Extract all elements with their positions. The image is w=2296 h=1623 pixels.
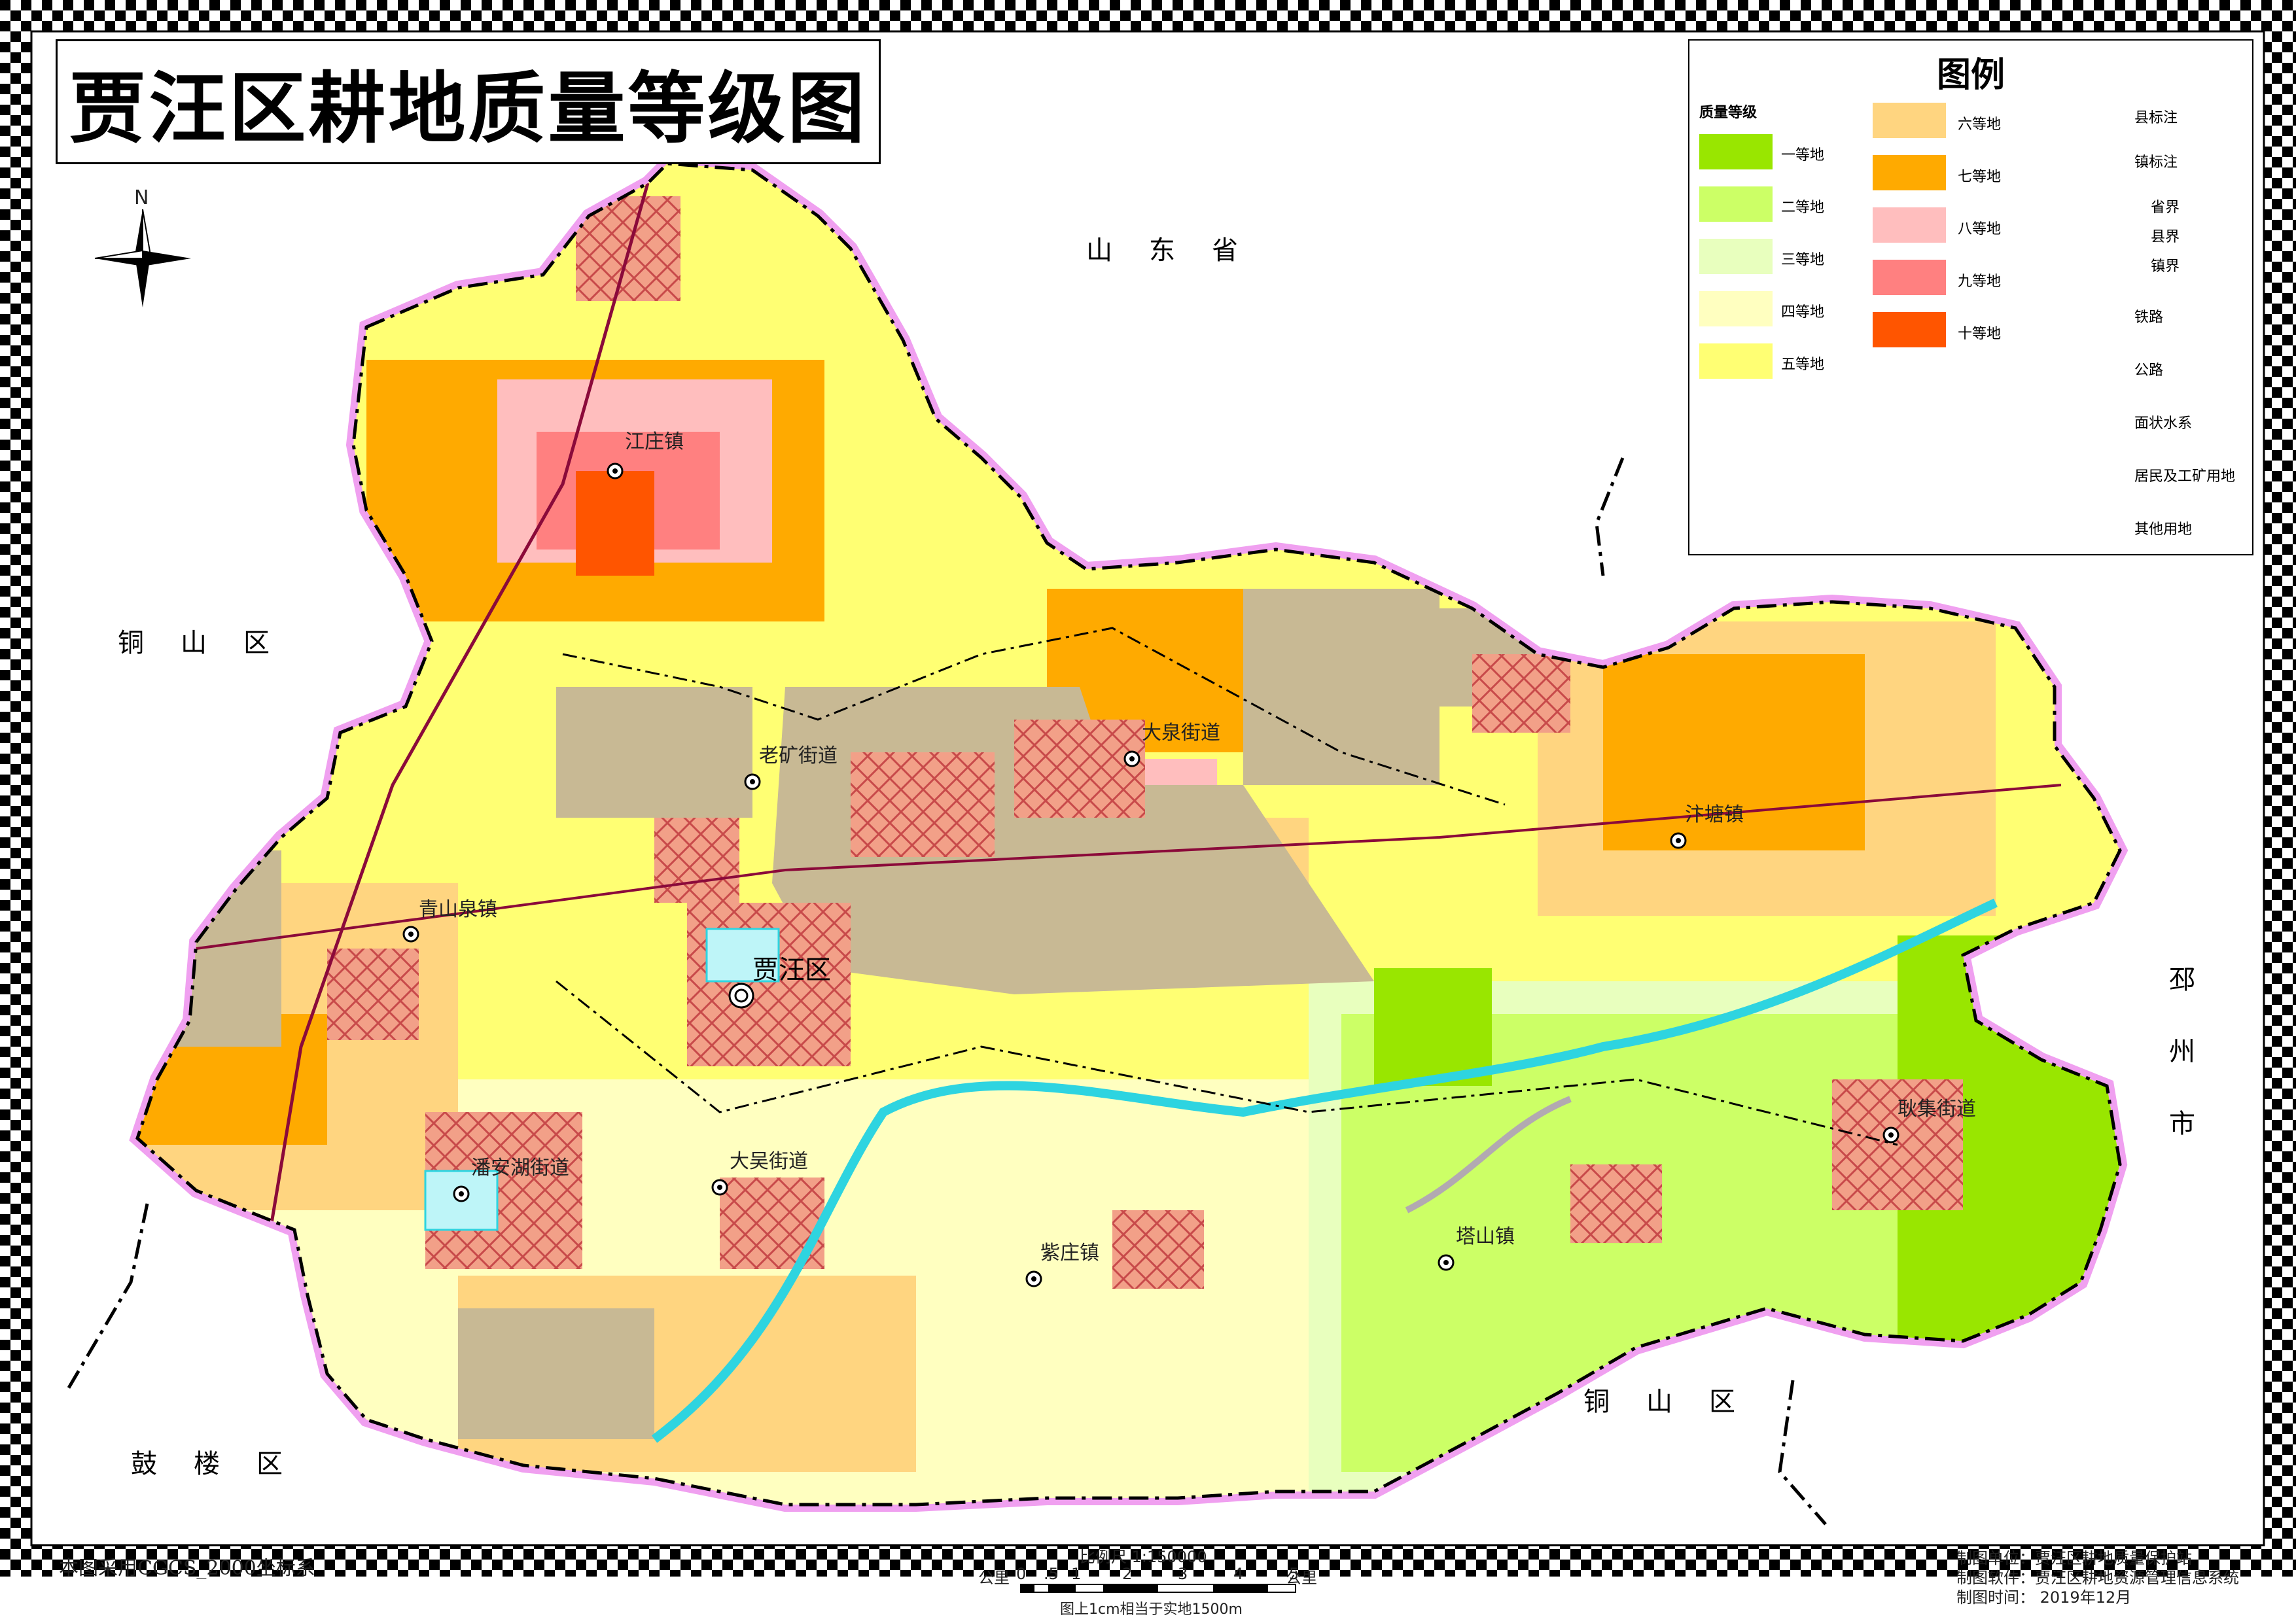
legend-label-water: 面状水系 <box>2134 415 2193 432</box>
scale-tick: 3 <box>1178 1565 1188 1583</box>
neighbor-southwest: 鼓楼区 <box>131 1449 319 1479</box>
legend-swatch-grade-3 <box>1699 239 1773 274</box>
legend-label-grade-7: 七等地 <box>1958 169 2002 185</box>
legend-swatch-grade-4 <box>1699 291 1773 326</box>
neighbor-east-char: 邳 <box>2169 965 2195 995</box>
town-label-pananhu: 潘安湖街道 <box>471 1157 569 1179</box>
maker: 制图单位：贾汪区耕地质量保护站 <box>1956 1549 2192 1567</box>
scale-tick: 5 <box>1289 1565 1299 1583</box>
legend-label-province-border: 省界 <box>2151 200 2180 216</box>
legend-grade-header: 质量等级 <box>1699 105 1757 121</box>
legend-label-grade-4: 四等地 <box>1781 304 1825 321</box>
neighbor-east-char: 州 <box>2169 1037 2195 1067</box>
software: 制图软件：贾汪区耕地资源管理信息系统 <box>1956 1569 2239 1587</box>
map-title: 贾汪区耕地质量等级图 <box>69 63 868 154</box>
scale-note: 图上1cm相当于实地1500m <box>1060 1601 1243 1618</box>
legend-swatch-grade-6 <box>1873 103 1946 138</box>
map-title-box: 贾汪区耕地质量等级图 <box>56 39 881 164</box>
neighbor-east: 邳州市 <box>2169 958 2195 1140</box>
legend-title: 图例 <box>1936 56 2005 95</box>
legend-label-grade-6: 六等地 <box>1958 116 2002 133</box>
scale-tick: 0 <box>1016 1565 1027 1583</box>
crs-note: 本图采用CGCS_2000坐标系 <box>59 1557 315 1580</box>
legend-label-county: 县标注 <box>2134 110 2178 126</box>
legend-label-grade-5: 五等地 <box>1781 357 1825 373</box>
scale-tick: 1 <box>1071 1565 1082 1583</box>
legend-label-other: 其他用地 <box>2134 521 2193 538</box>
scale-tick: .5 <box>1044 1565 1059 1583</box>
town-label-laokuang: 老矿街道 <box>759 744 838 767</box>
neighbor-north: 山东省 <box>1086 236 1275 266</box>
town-label-daquan: 大泉街道 <box>1142 722 1220 744</box>
legend-swatch-grade-9 <box>1873 260 1946 295</box>
legend-label-grade-10: 十等地 <box>1958 326 2002 342</box>
legend-swatch-grade-2 <box>1699 186 1773 222</box>
neighbor-west: 铜山区 <box>118 628 306 658</box>
legend-label-grade-8: 八等地 <box>1958 221 2002 237</box>
legend-panel: 图例 质量等级 一等地 二等地 三等地 四等地 五等地 六等地 七等地 八等地 … <box>1688 39 2253 555</box>
legend-label-residential: 居民及工矿用地 <box>2134 468 2236 485</box>
legend-label-grade-2: 二等地 <box>1781 200 1825 216</box>
town-label-qingshanquan: 青山泉镇 <box>419 898 497 921</box>
legend-label-county-border: 县界 <box>2151 229 2180 245</box>
legend-label-grade-1: 一等地 <box>1781 147 1825 164</box>
town-label-jiangzhuang: 江庄镇 <box>625 430 684 453</box>
legend-swatch-grade-10 <box>1873 312 1946 347</box>
scale-tick: 2 <box>1122 1565 1133 1583</box>
legend-swatch-grade-5 <box>1699 343 1773 379</box>
date: 制图时间： 2019年12月 <box>1956 1588 2132 1607</box>
scale-tick: 4 <box>1233 1565 1244 1583</box>
town-label-tashan: 塔山镇 <box>1456 1225 1515 1248</box>
legend-label-grade-9: 九等地 <box>1958 273 2002 290</box>
neighbor-east-char: 市 <box>2169 1109 2195 1139</box>
quality-zones <box>137 164 2120 1505</box>
scale-bar <box>1020 1584 1296 1593</box>
north-arrow <box>94 209 191 307</box>
town-label-dawu: 大吴街道 <box>730 1150 808 1173</box>
legend-label-grade-3: 三等地 <box>1781 252 1825 268</box>
scale-ratio: 比例尺 1:150000 <box>1080 1548 1207 1566</box>
legend-label-railway: 铁路 <box>2134 309 2164 326</box>
legend-swatch-grade-8 <box>1873 207 1946 243</box>
town-label-zizhuang: 紫庄镇 <box>1040 1242 1099 1265</box>
county-seat-label: 贾汪区 <box>752 955 831 985</box>
legend-swatch-grade-1 <box>1699 134 1773 169</box>
scale-unit-left: 公里 <box>978 1569 1010 1587</box>
north-arrow-label: N <box>134 186 149 209</box>
neighbor-south: 铜山区 <box>1583 1387 1772 1417</box>
district-border <box>135 162 2122 1507</box>
legend-swatch-grade-7 <box>1873 155 1946 190</box>
town-label-gengji: 耿集街道 <box>1898 1098 1976 1121</box>
legend-label-town-border: 镇界 <box>2151 258 2180 275</box>
town-label-biantang: 汴塘镇 <box>1685 803 1744 826</box>
scale-unit-right: 公里 <box>1286 1569 1317 1587</box>
legend-label-road: 公路 <box>2134 362 2164 379</box>
legend-label-town: 镇标注 <box>2134 154 2178 171</box>
